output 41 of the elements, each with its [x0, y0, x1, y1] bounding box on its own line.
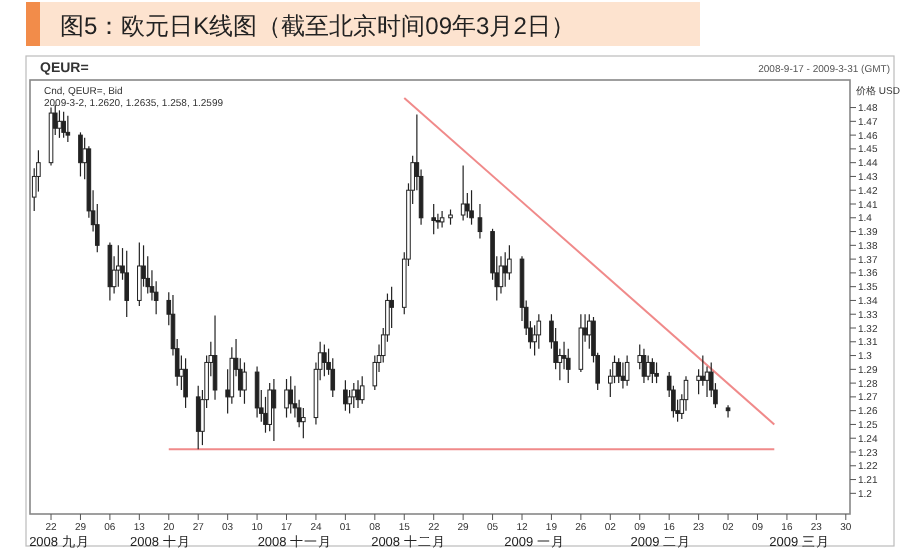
candlestick — [242, 361, 247, 405]
candlestick — [229, 346, 235, 405]
candlestick — [641, 348, 647, 384]
candlestick — [616, 357, 622, 384]
candlestick — [351, 382, 357, 409]
candlestick — [645, 354, 651, 381]
candlestick — [565, 348, 571, 384]
candlestick — [460, 164, 466, 222]
candlestick — [254, 365, 260, 419]
candlestick — [116, 244, 121, 288]
candlestick — [284, 378, 289, 419]
candlestick — [620, 361, 626, 390]
candlestick — [355, 379, 361, 409]
candlestick — [78, 131, 83, 178]
candlestick — [359, 375, 365, 405]
candlestick — [61, 111, 66, 139]
candlestick — [725, 404, 731, 419]
candlestick — [288, 375, 294, 415]
candlestick — [330, 357, 336, 398]
candlestick — [431, 203, 436, 235]
candlestick — [654, 361, 659, 384]
candlestick — [536, 313, 542, 350]
candlestick — [124, 250, 130, 318]
chart-title: 图5：欧元日K线图（截至北京时间09年3月2日） — [60, 12, 575, 40]
candlestick — [343, 379, 348, 412]
candlestick — [578, 313, 584, 373]
candlestick — [502, 251, 508, 288]
candlestick — [301, 407, 306, 439]
candlestick — [469, 189, 474, 226]
candlestick — [439, 210, 445, 229]
candlestick — [183, 357, 188, 409]
candlestick — [507, 244, 512, 281]
candlestick — [650, 357, 655, 384]
candlestick — [137, 241, 142, 307]
candlestick — [65, 115, 71, 143]
candlestick — [624, 354, 630, 387]
candlestick — [107, 241, 113, 302]
candlestick — [322, 343, 327, 377]
candlestick — [477, 203, 483, 240]
candlestick — [271, 378, 277, 442]
candlestick — [57, 109, 62, 139]
